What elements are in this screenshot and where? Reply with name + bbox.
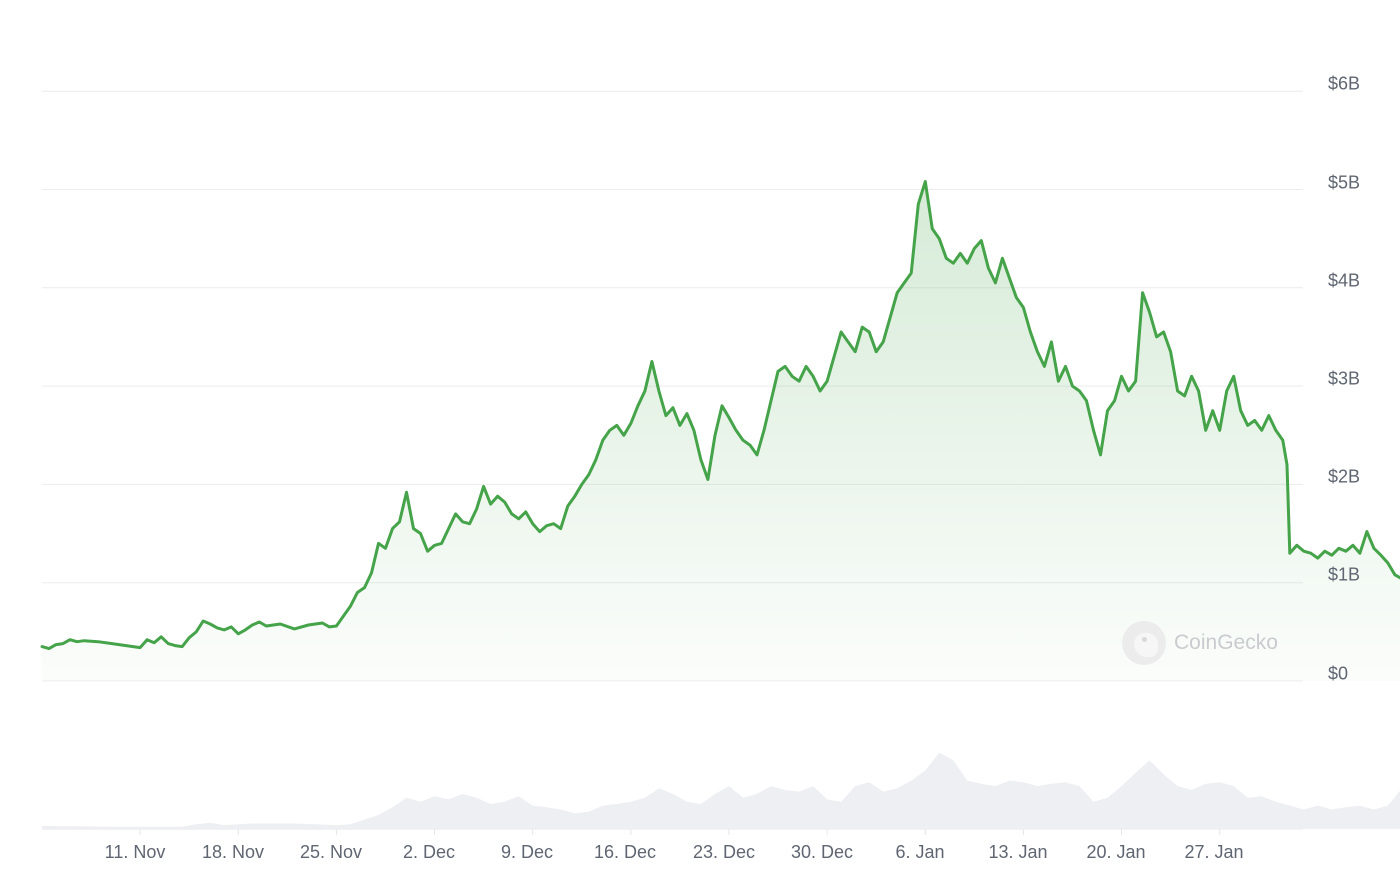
x-tick-label: 27. Jan <box>1184 842 1244 862</box>
y-tick-label: $6B <box>1328 73 1361 94</box>
x-tick-label: 18. Nov <box>201 842 265 862</box>
y-tick-label: $2B <box>1328 466 1361 487</box>
y-tick-label: $1B <box>1328 564 1361 585</box>
price-area <box>42 181 1400 681</box>
y-tick-label: $4B <box>1328 270 1361 291</box>
y-tick-label: $3B <box>1328 368 1361 389</box>
x-tick-label: 20. Jan <box>1086 842 1146 862</box>
y-tick-label: $5B <box>1328 172 1361 193</box>
gecko-logo-icon <box>1122 621 1166 665</box>
x-tick-label: 30. Dec <box>790 842 854 862</box>
price-area-fill <box>42 181 1400 681</box>
y-tick-label: $0 <box>1328 663 1349 684</box>
x-tick-label: 9. Dec <box>500 842 554 862</box>
x-tick-label: 11. Nov <box>104 842 166 862</box>
x-tick-label: 2. Dec <box>402 842 456 862</box>
coingecko-watermark: CoinGecko <box>1122 621 1278 665</box>
watermark-text: CoinGecko <box>1174 631 1278 654</box>
x-tick-label: 6. Jan <box>895 842 945 862</box>
x-tick-label: 23. Dec <box>692 842 756 862</box>
market-cap-line[interactable] <box>40 180 1400 651</box>
volume-area <box>42 752 1400 829</box>
x-tick-label: 25. Nov <box>299 842 363 862</box>
x-tick-label: 13. Jan <box>988 842 1048 862</box>
price-line[interactable] <box>40 180 1400 651</box>
x-tick-marks <box>139 829 1221 835</box>
x-tick-label: 16. Dec <box>593 842 657 862</box>
volume-bars <box>42 752 1400 829</box>
